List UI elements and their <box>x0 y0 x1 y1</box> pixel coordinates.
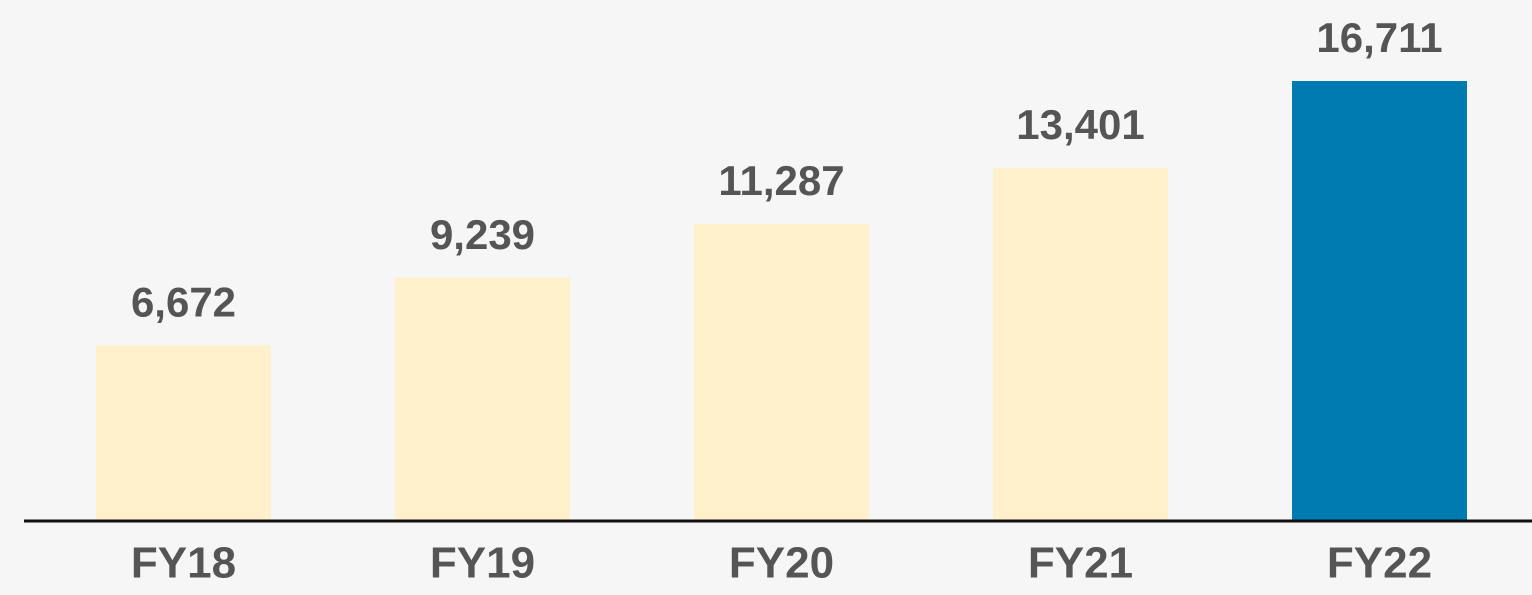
x-tick-label: FY20 <box>729 539 834 588</box>
bar <box>993 168 1168 522</box>
bar <box>395 277 570 521</box>
value-label: 9,239 <box>430 211 535 258</box>
x-tick-label: FY22 <box>1327 539 1432 588</box>
x-tick-label: FY21 <box>1028 539 1133 588</box>
x-tick-label: FY18 <box>131 539 236 588</box>
value-label: 16,711 <box>1316 14 1442 61</box>
bar <box>96 345 271 521</box>
value-label: 11,287 <box>718 157 844 204</box>
value-label: 6,672 <box>131 278 236 325</box>
x-tick-label: FY19 <box>430 539 535 588</box>
bar <box>694 223 869 521</box>
bar <box>1292 81 1467 521</box>
value-label: 13,401 <box>1016 101 1144 148</box>
